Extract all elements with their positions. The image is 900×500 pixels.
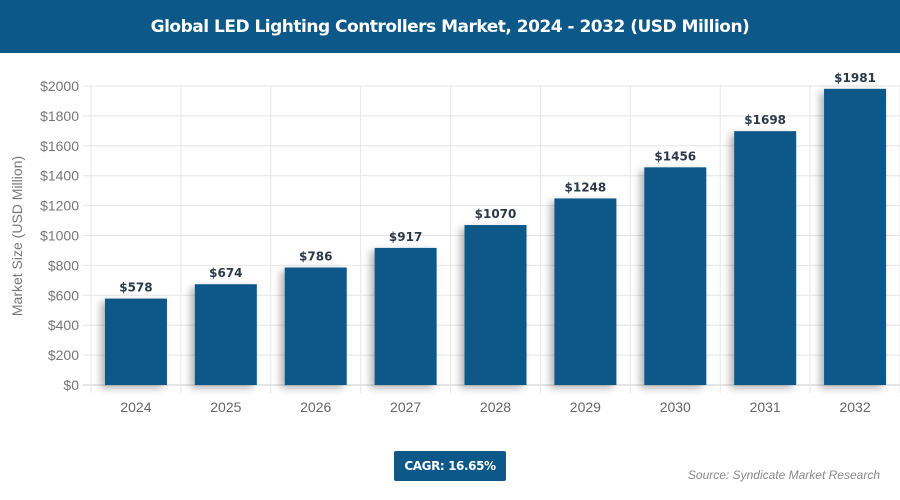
- x-tick-label: 2024: [120, 399, 151, 415]
- y-axis-label: Market Size (USD Million): [9, 156, 25, 316]
- y-tick-label: $1600: [40, 138, 79, 154]
- x-tick-label: 2030: [660, 399, 691, 415]
- data-label: $1070: [475, 207, 517, 221]
- y-tick-label: $1400: [40, 168, 79, 184]
- data-label: $786: [299, 249, 332, 263]
- bar: [284, 267, 347, 385]
- source-note: Source: Syndicate Market Research: [687, 468, 880, 482]
- y-tick-label: $1000: [40, 228, 79, 244]
- bar: [554, 198, 617, 385]
- bar: [374, 247, 437, 385]
- data-label: $1698: [744, 113, 786, 127]
- data-label: $1456: [654, 149, 696, 163]
- data-label: $917: [389, 230, 422, 244]
- bar: [644, 167, 707, 385]
- cagr-badge: CAGR: 16.65%: [394, 451, 506, 481]
- bar: [194, 284, 257, 385]
- x-tick-label: 2025: [210, 399, 241, 415]
- bar: [104, 298, 167, 385]
- x-tick-label: 2032: [839, 399, 870, 415]
- bar: [464, 225, 527, 385]
- y-tick-label: $400: [48, 317, 79, 333]
- x-tick-label: 2026: [300, 399, 331, 415]
- y-tick-label: $800: [48, 257, 79, 273]
- x-tick-label: 2028: [480, 399, 511, 415]
- data-label: $1248: [565, 180, 607, 194]
- x-tick-label: 2031: [750, 399, 781, 415]
- y-tick-label: $0: [63, 377, 79, 393]
- bar: [734, 131, 797, 385]
- x-tick-label: 2029: [570, 399, 601, 415]
- y-tick-label: $1200: [40, 198, 79, 214]
- bar-chart: Market Size (USD Million) $0 $200 $400 $600…: [9, 71, 900, 415]
- x-tick-label: 2027: [390, 399, 421, 415]
- data-label: $578: [119, 281, 152, 295]
- y-tick-label: $600: [48, 287, 79, 303]
- y-tick-label: $200: [48, 347, 79, 363]
- y-tick-label: $2000: [40, 78, 79, 94]
- bar: [824, 88, 887, 385]
- y-tick-label: $1800: [40, 108, 79, 124]
- chart-title: Global LED Lighting Controllers Market, …: [0, 0, 900, 53]
- data-label: $1981: [834, 71, 876, 85]
- data-label: $674: [209, 266, 242, 280]
